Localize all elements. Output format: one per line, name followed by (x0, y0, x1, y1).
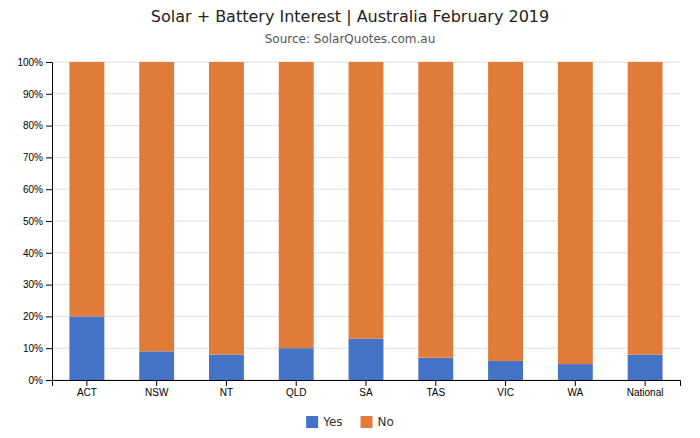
chart: Solar + Battery Interest | Australia Feb… (0, 0, 700, 438)
tick-label: QLD (286, 387, 307, 398)
tick: NT (220, 380, 233, 398)
bar (69, 316, 104, 380)
tick-mark (46, 94, 52, 95)
bar (558, 364, 593, 380)
tick-label: 90% (23, 89, 43, 100)
axis-line (53, 381, 681, 387)
bar (349, 62, 384, 339)
tick-label: 10% (23, 343, 43, 354)
tick-label: 80% (23, 120, 43, 131)
tick-mark (46, 126, 52, 127)
tick-label: ACT (77, 387, 97, 398)
tick-label: VIC (497, 387, 514, 398)
tick: 0% (29, 375, 52, 386)
grid (52, 62, 680, 380)
tick: NSW (145, 380, 169, 398)
subtitle: Source: SolarQuotes.com.au (265, 32, 436, 46)
tick-mark (296, 380, 297, 386)
bar (349, 339, 384, 380)
tick: VIC (497, 380, 514, 398)
tick-label: TAS (426, 387, 445, 398)
tick: 100% (17, 57, 52, 68)
tick-mark (156, 380, 157, 386)
tick-mark (645, 380, 646, 386)
y-axis: 0% 10% 20% 30% 40% 50% 60% 70% 80% 90% 100% (17, 57, 52, 386)
bar (279, 62, 314, 348)
tick-label: 60% (23, 184, 43, 195)
bar (139, 351, 174, 380)
tick-mark (46, 380, 52, 381)
bar (69, 62, 104, 316)
tick-mark (505, 380, 506, 386)
tick: 30% (23, 279, 52, 290)
bar (139, 62, 174, 351)
tick-mark (46, 316, 52, 317)
tick: 20% (23, 311, 52, 322)
tick-mark (366, 380, 367, 386)
tick-mark (46, 189, 52, 190)
tick-label: WA (567, 387, 583, 398)
tick-label: SA (359, 387, 373, 398)
tick: 80% (23, 120, 52, 131)
bar (418, 62, 453, 358)
legend-swatch (361, 416, 373, 428)
tick-label: NT (220, 387, 233, 398)
tick-label: 30% (23, 279, 43, 290)
legend-item: No (361, 415, 394, 429)
legend-label: Yes (322, 415, 342, 429)
tick-mark (46, 62, 52, 63)
legend-label: No (378, 415, 394, 429)
tick: TAS (426, 380, 445, 398)
bar (418, 358, 453, 380)
tick-label: 20% (23, 311, 43, 322)
bar (628, 355, 663, 380)
plot: 0% 10% 20% 30% 40% 50% 60% 70% 80% 90% 100% ACT NSW N… (17, 57, 680, 398)
tick-mark (46, 157, 52, 158)
title: Solar + Battery Interest | Australia Feb… (151, 7, 549, 26)
bar (558, 62, 593, 364)
tick-label: 40% (23, 248, 43, 259)
tick-mark (46, 285, 52, 286)
tick-mark (575, 380, 576, 386)
x-axis: ACT NSW NT QLD SA TAS VIC WA National (53, 380, 681, 398)
tick-mark (226, 380, 227, 386)
tick: 40% (23, 248, 52, 259)
bar (488, 62, 523, 361)
tick-label: 100% (17, 57, 43, 68)
tick: ACT (77, 380, 97, 398)
bars (69, 62, 662, 380)
bar (488, 361, 523, 380)
tick-mark (46, 348, 52, 349)
tick-label: National (627, 387, 664, 398)
tick-label: 70% (23, 152, 43, 163)
legend-swatch (306, 416, 318, 428)
axis-line (46, 63, 53, 381)
tick: QLD (286, 380, 307, 398)
tick-mark (46, 253, 52, 254)
tick: National (627, 380, 664, 398)
tick: 70% (23, 152, 52, 163)
bar (209, 355, 244, 380)
tick: 60% (23, 184, 52, 195)
tick: 10% (23, 343, 52, 354)
series (69, 62, 662, 364)
tick: 90% (23, 89, 52, 100)
bar (279, 348, 314, 380)
bar (209, 62, 244, 355)
tick-mark (86, 380, 87, 386)
tick-mark (46, 221, 52, 222)
tick-mark (435, 380, 436, 386)
tick: SA (359, 380, 373, 398)
bar (628, 62, 663, 355)
tick-label: 0% (29, 375, 44, 386)
tick: 50% (23, 216, 52, 227)
tick-label: NSW (145, 387, 169, 398)
tick-label: 50% (23, 216, 43, 227)
legend-item: Yes (306, 415, 342, 429)
tick: WA (567, 380, 583, 398)
legend: Yes No (306, 415, 394, 429)
